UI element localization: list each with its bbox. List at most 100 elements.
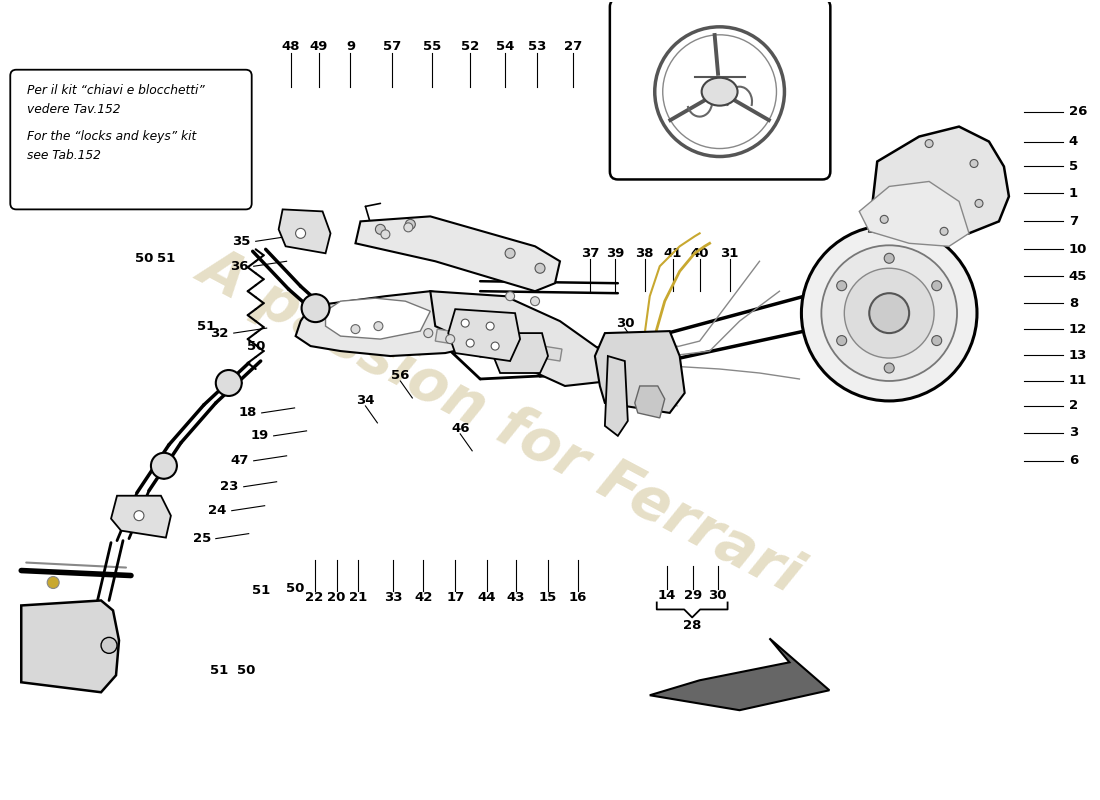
Text: 4: 4 (1069, 135, 1078, 148)
Text: 30: 30 (616, 317, 634, 330)
Text: 27: 27 (564, 40, 582, 54)
Text: 36: 36 (230, 260, 249, 273)
Text: 52: 52 (461, 40, 480, 54)
Circle shape (932, 281, 942, 290)
Circle shape (381, 230, 389, 239)
Circle shape (845, 268, 934, 358)
Circle shape (405, 219, 416, 230)
Circle shape (486, 322, 494, 330)
Text: 7: 7 (1069, 215, 1078, 228)
FancyBboxPatch shape (10, 70, 252, 210)
Text: 33: 33 (384, 591, 403, 604)
Text: 16: 16 (569, 591, 587, 604)
Text: 8: 8 (1069, 297, 1078, 310)
Polygon shape (430, 291, 609, 386)
Circle shape (134, 510, 144, 521)
Text: A passion for Ferrari: A passion for Ferrari (189, 238, 811, 604)
Circle shape (461, 319, 470, 327)
Circle shape (424, 329, 432, 338)
Circle shape (884, 254, 894, 263)
Text: 40: 40 (691, 246, 708, 260)
Text: 53: 53 (528, 40, 547, 54)
Text: 10: 10 (1069, 242, 1087, 256)
Text: 51: 51 (210, 664, 228, 677)
Text: 35: 35 (232, 235, 251, 248)
Text: 9: 9 (345, 40, 355, 54)
Text: 57: 57 (383, 40, 402, 54)
Text: 38: 38 (636, 246, 654, 260)
Text: 54: 54 (496, 40, 515, 54)
Text: 46: 46 (451, 422, 470, 435)
Circle shape (216, 370, 242, 396)
Text: 21: 21 (350, 591, 367, 604)
Ellipse shape (702, 78, 738, 106)
Circle shape (374, 322, 383, 330)
Polygon shape (326, 298, 430, 339)
Text: 22: 22 (306, 591, 323, 604)
Text: 47: 47 (230, 454, 249, 467)
Polygon shape (278, 210, 330, 254)
Circle shape (884, 363, 894, 373)
Text: 11: 11 (1069, 374, 1087, 387)
Text: 25: 25 (192, 532, 211, 545)
Circle shape (506, 292, 515, 301)
Circle shape (970, 159, 978, 167)
Circle shape (505, 248, 515, 258)
Polygon shape (492, 333, 548, 373)
Polygon shape (859, 182, 969, 246)
Circle shape (925, 139, 933, 147)
Text: 50: 50 (286, 582, 305, 595)
Text: 32: 32 (210, 326, 229, 339)
Polygon shape (605, 356, 628, 436)
Text: 30: 30 (708, 589, 727, 602)
Text: 56: 56 (392, 370, 409, 382)
Polygon shape (869, 126, 1009, 236)
Circle shape (296, 228, 306, 238)
Text: 23: 23 (220, 480, 239, 494)
Polygon shape (21, 601, 119, 692)
Circle shape (301, 294, 330, 322)
Circle shape (466, 339, 474, 347)
Circle shape (101, 638, 117, 654)
Polygon shape (595, 331, 684, 413)
Text: 24: 24 (208, 504, 227, 517)
Text: 26: 26 (1069, 105, 1087, 118)
Circle shape (151, 453, 177, 478)
Text: 20: 20 (328, 591, 345, 604)
Text: 12: 12 (1069, 322, 1087, 336)
Text: 49: 49 (309, 40, 328, 54)
Text: 19: 19 (251, 430, 268, 442)
Polygon shape (635, 386, 664, 418)
Circle shape (869, 293, 910, 333)
Text: 39: 39 (606, 246, 624, 260)
Text: 13: 13 (1069, 349, 1087, 362)
Circle shape (837, 335, 847, 346)
FancyBboxPatch shape (609, 0, 830, 179)
Text: 29: 29 (683, 589, 702, 602)
Circle shape (822, 246, 957, 381)
Text: 34: 34 (356, 394, 375, 407)
Circle shape (351, 325, 360, 334)
Text: 28: 28 (683, 619, 702, 632)
Text: 15: 15 (539, 591, 557, 604)
Circle shape (837, 281, 847, 290)
Text: 31: 31 (720, 246, 739, 260)
Text: For the “locks and keys” kit
see Tab.152: For the “locks and keys” kit see Tab.152 (28, 130, 197, 162)
Polygon shape (296, 291, 500, 356)
Circle shape (940, 227, 948, 235)
Circle shape (880, 215, 888, 223)
Text: 51: 51 (197, 320, 215, 333)
Text: 17: 17 (447, 591, 464, 604)
Text: 14: 14 (658, 589, 675, 602)
Circle shape (530, 297, 539, 306)
Text: 5: 5 (1069, 160, 1078, 173)
Circle shape (404, 223, 412, 232)
Text: 43: 43 (507, 591, 526, 604)
Circle shape (932, 335, 942, 346)
Text: 37: 37 (581, 246, 600, 260)
Text: 48: 48 (282, 40, 300, 54)
Text: 41: 41 (663, 246, 682, 260)
Text: 3: 3 (1069, 426, 1078, 439)
Text: Per il kit “chiavi e blocchetti”
vedere Tav.152: Per il kit “chiavi e blocchetti” vedere … (28, 84, 205, 116)
Polygon shape (355, 216, 560, 291)
